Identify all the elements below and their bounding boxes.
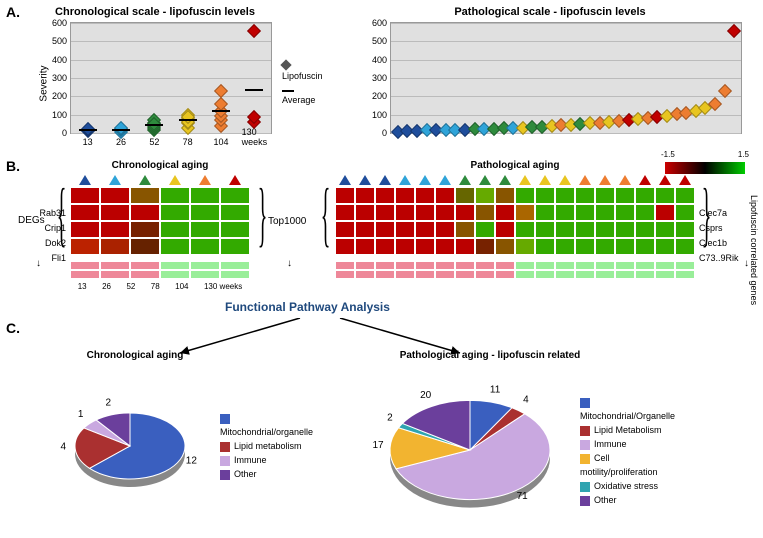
- brace-icon: {: [321, 171, 331, 256]
- svg-text:71: 71: [517, 491, 529, 502]
- brace-icon: }: [702, 171, 712, 256]
- colorbar-max: 1.5: [738, 150, 749, 159]
- pie-legend-left: Mitochondrial/organelleLipid metabolismI…: [220, 411, 313, 481]
- brace-icon: }: [258, 171, 268, 256]
- svg-text:17: 17: [373, 440, 385, 451]
- functional-pathway-label: Functional Pathway Analysis: [225, 300, 390, 314]
- scatter-pathological: Pathological scale - lipofuscin levels 0…: [360, 6, 742, 134]
- pie-chart-right: 11 4 71 17 2 20: [370, 365, 570, 535]
- pie-right-title: Pathological aging - lipofuscin related: [370, 350, 610, 361]
- legend-marker-label: Lipofuscin: [282, 71, 323, 81]
- panel-c-label: C.: [6, 320, 20, 336]
- lipgenes-label: Lipofuscin correlated genes: [749, 195, 759, 305]
- legend-line-label: Average: [282, 95, 315, 105]
- pie-chart-left: 12412: [60, 381, 210, 511]
- arrow-down-icon: ↓: [287, 258, 292, 269]
- arrow-down-icon: ↓: [744, 258, 749, 269]
- top1000-label: Top1000: [268, 216, 306, 227]
- degs-label: DEGs: [18, 215, 45, 226]
- svg-text:20: 20: [420, 390, 432, 401]
- heatmap-left-title: Chronological aging: [70, 160, 250, 171]
- pie-left-title: Chronological aging: [60, 350, 210, 361]
- pie-left-section: Chronological aging 12412 Mitochondrial/…: [60, 350, 210, 514]
- svg-text:1: 1: [78, 409, 84, 420]
- y-axis-label: Severity: [39, 65, 50, 101]
- heatmap-right-section: Pathological aging Clec7aCsprsClec1bC73.…: [335, 160, 695, 279]
- legend-left: Lipofuscin Average: [282, 61, 323, 105]
- svg-text:4: 4: [60, 442, 66, 453]
- scatter-chronological: Chronological scale - lipofuscin levels …: [40, 6, 272, 134]
- chart-a-left-title: Chronological scale - lipofuscin levels: [40, 6, 270, 18]
- heatmap-left-section: Chronological aging Rab31Crip1Dok2Fli1 1…: [70, 160, 250, 291]
- colorbar-min: -1.5: [661, 150, 675, 159]
- heatmap-right-title: Pathological aging: [335, 160, 695, 171]
- panel-a-label: A.: [6, 4, 20, 20]
- chart-a-right-title: Pathological scale - lipofuscin levels: [360, 6, 740, 18]
- pie-legend-right: Mitochondrial/OrganelleLipid MetabolismI…: [580, 395, 675, 507]
- svg-text:11: 11: [490, 385, 501, 396]
- svg-text:12: 12: [186, 455, 198, 466]
- panel-b-label: B.: [6, 158, 20, 174]
- brace-icon: {: [57, 171, 67, 256]
- svg-text:2: 2: [105, 397, 111, 408]
- pie-right-section: Pathological aging - lipofuscin related …: [370, 350, 610, 538]
- figure-root: A. Chronological scale - lipofuscin leve…: [0, 0, 763, 535]
- arrow-down-icon: ↓: [36, 258, 41, 269]
- svg-text:4: 4: [523, 395, 529, 406]
- svg-text:2: 2: [387, 413, 393, 424]
